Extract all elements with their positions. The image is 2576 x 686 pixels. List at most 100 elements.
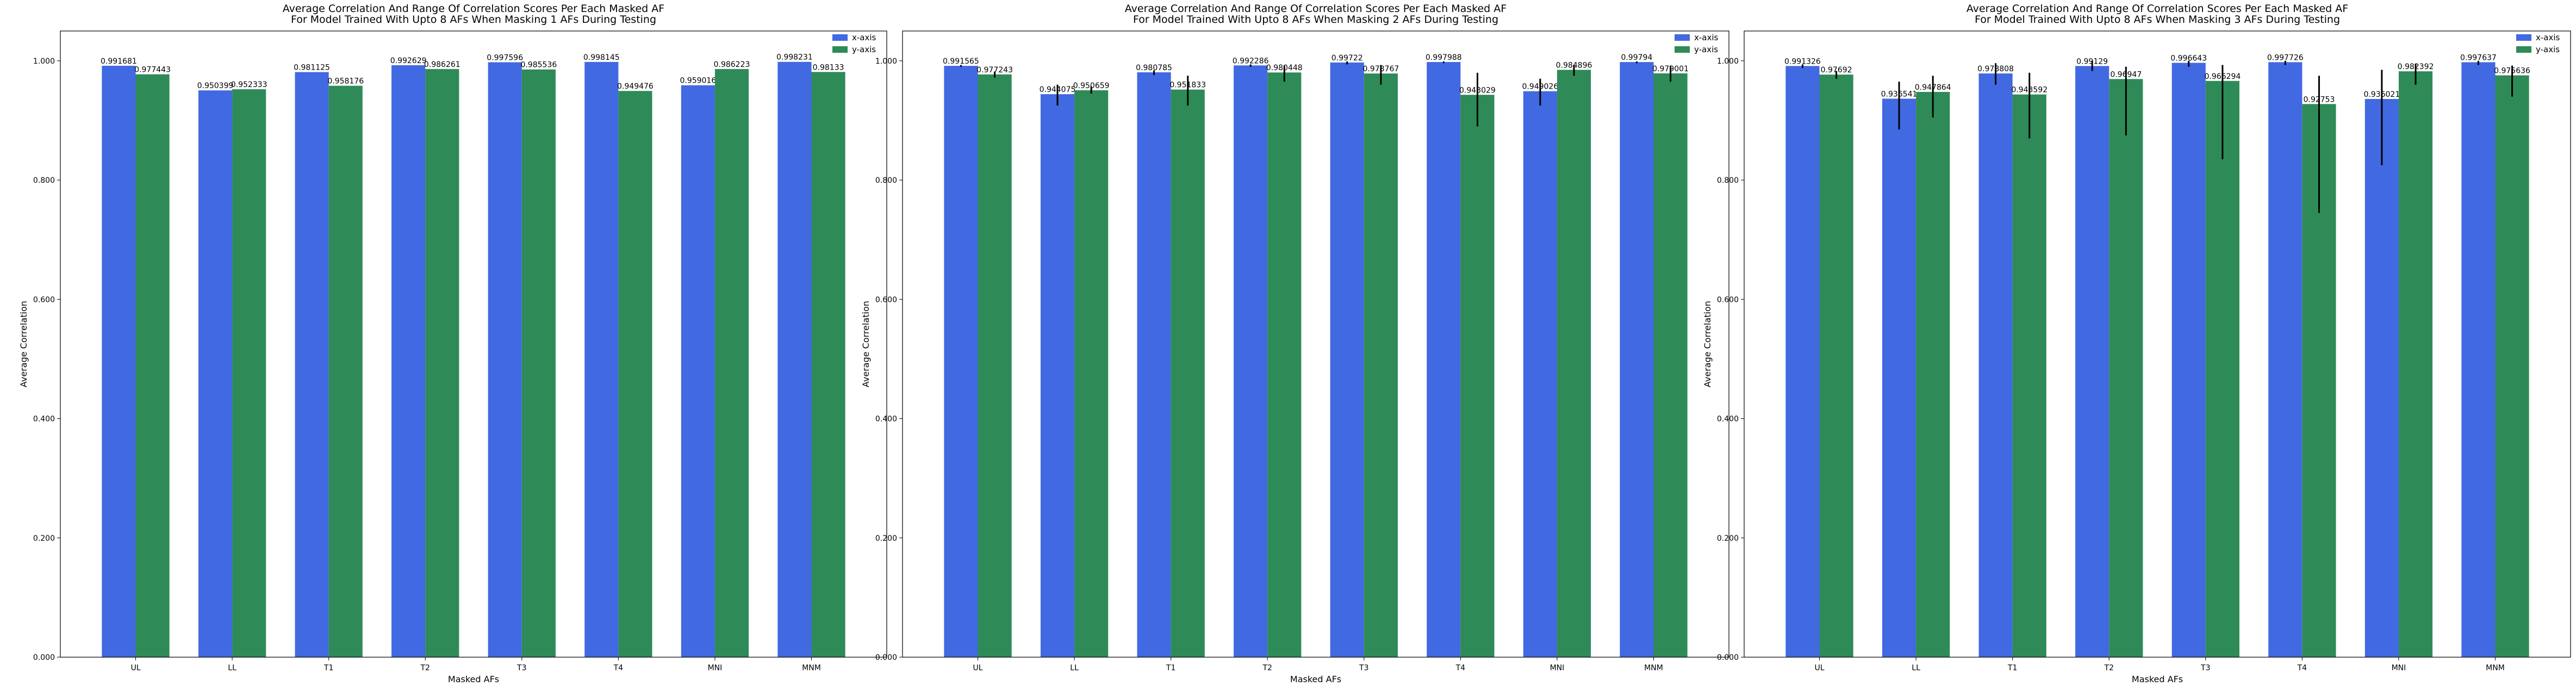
data-label-y-axis-UL: 0.977443 [134, 66, 171, 75]
bar-x-axis-MNM [1620, 62, 1654, 658]
x-tick-label: T1 [323, 664, 333, 672]
data-label-y-axis-T4: 0.943029 [1459, 86, 1496, 95]
bar-x-axis-T2 [391, 65, 426, 658]
data-label-y-axis-T2: 0.986261 [424, 60, 461, 69]
data-label-x-axis-T3: 0.99722 [1331, 54, 1363, 63]
x-tick-label: MNI [2392, 664, 2406, 672]
bar-y-axis-LL [1916, 91, 1950, 658]
data-label-y-axis-MNM: 0.98133 [813, 63, 844, 72]
x-tick-label: MNI [1550, 664, 1565, 672]
data-label-x-axis-T3: 0.996643 [2170, 54, 2207, 63]
x-tick-label: MNM [2486, 664, 2505, 672]
y-tick-label: 0.600 [1717, 295, 1739, 304]
bar-y-axis-T3 [521, 69, 556, 658]
data-label-x-axis-T2: 0.99129 [2076, 57, 2108, 66]
x-tick-label: MNI [708, 664, 723, 672]
legend-label-y-axis: y-axis [1694, 45, 1718, 54]
bar-y-axis-T1 [2012, 94, 2046, 657]
data-label-x-axis-T1: 0.980785 [1136, 64, 1172, 72]
x-tick-label: T2 [420, 664, 430, 672]
data-label-x-axis-T4: 0.997726 [2267, 53, 2304, 62]
y-tick-label: 0.000 [875, 653, 897, 662]
data-label-x-axis-UL: 0.991326 [1784, 57, 1821, 66]
bar-x-axis-T1 [295, 72, 329, 657]
legend-label-y-axis: y-axis [2536, 45, 2560, 54]
bar-x-axis-T1 [1137, 72, 1171, 658]
bar-y-axis-UL [135, 74, 170, 658]
x-tick-label: UL [130, 664, 140, 672]
chart-panel-2: Average Correlation And Range Of Correla… [861, 3, 1729, 684]
bar-x-axis-UL [944, 66, 978, 657]
data-label-y-axis-UL: 0.977243 [976, 66, 1013, 75]
y-tick-label: 0.800 [1717, 176, 1739, 185]
data-label-y-axis-T1: 0.958176 [327, 77, 364, 86]
y-tick-label: 0.600 [875, 295, 897, 304]
legend-swatch-y-axis [832, 46, 848, 53]
data-label-y-axis-UL: 0.97692 [1821, 66, 1852, 75]
y-tick-label: 0.200 [875, 534, 897, 543]
data-label-y-axis-T1: 0.943592 [2011, 86, 2048, 95]
x-axis-label: Masked AFs [448, 674, 499, 684]
bar-y-axis-MNI [2398, 71, 2433, 658]
x-tick-label: T1 [1166, 664, 1175, 672]
y-tick-label: 0.200 [1717, 534, 1739, 543]
y-tick-label: 0.400 [33, 415, 55, 424]
data-label-x-axis-MNM: 0.998231 [776, 53, 813, 62]
data-label-y-axis-T3: 0.985536 [520, 61, 557, 70]
legend-label-x-axis: x-axis [852, 33, 876, 42]
legend: x-axis y-axis [832, 33, 876, 54]
y-tick-label: 0.800 [875, 176, 897, 185]
bar-y-axis-T4 [618, 91, 652, 657]
y-axis-label: Average Correlation [861, 301, 871, 387]
legend-label-x-axis: x-axis [1694, 33, 1719, 42]
data-label-x-axis-T1: 0.978808 [1977, 65, 2014, 73]
x-tick-label: T4 [1455, 664, 1466, 672]
data-label-x-axis-T1: 0.981125 [294, 64, 330, 72]
chart-title-line-1: Average Correlation And Range Of Correla… [283, 3, 664, 15]
y-tick-label: 1.000 [875, 57, 897, 66]
bar-x-axis-MNM [777, 61, 812, 658]
legend: x-axis y-axis [2516, 33, 2560, 54]
legend-label-y-axis: y-axis [852, 45, 876, 54]
chart-title-line-2: For Model Trained With Upto 8 AFs When M… [291, 14, 656, 26]
legend-swatch-y-axis [1675, 46, 1690, 53]
data-label-x-axis-T3: 0.997596 [487, 53, 523, 62]
data-label-y-axis-MNI: 0.982392 [2398, 63, 2434, 71]
chart-panel-3: Average Correlation And Range Of Correla… [1702, 3, 2571, 684]
x-tick-label: LL [1912, 664, 1920, 672]
x-tick-label: T4 [2297, 664, 2307, 672]
data-label-x-axis-LL: 0.950399 [197, 82, 234, 90]
data-label-y-axis-T1: 0.951833 [1169, 81, 1206, 90]
legend-swatch-x-axis [2516, 34, 2531, 41]
data-label-y-axis-T4: 0.92753 [2303, 95, 2335, 104]
x-tick-label: UL [1814, 664, 1824, 672]
bar-y-axis-T4 [1460, 95, 1495, 657]
bar-x-axis-T4 [2268, 62, 2303, 658]
data-label-y-axis-LL: 0.952333 [231, 81, 267, 89]
chart-title-line-2: For Model Trained With Upto 8 AFs When M… [1975, 14, 2340, 26]
x-tick-label: T3 [1359, 664, 1368, 672]
bar-y-axis-T2 [2109, 79, 2143, 657]
bar-x-axis-T1 [1978, 73, 2013, 657]
bar-x-axis-T3 [2171, 63, 2206, 658]
bar-x-axis-MNM [2461, 62, 2496, 658]
bar-y-axis-T3 [1364, 73, 1398, 657]
bar-x-axis-MNI [681, 85, 715, 657]
bar-x-axis-T3 [488, 62, 522, 657]
chart-title-line-1: Average Correlation And Range Of Correla… [1125, 3, 1507, 15]
y-tick-label: 0.000 [1717, 653, 1739, 662]
bar-y-axis-T3 [2205, 81, 2239, 658]
bar-y-axis-T1 [1171, 89, 1205, 657]
legend-label-x-axis: x-axis [2536, 33, 2560, 42]
x-axis-label: Masked AFs [1290, 674, 1341, 684]
x-tick-label: T3 [517, 664, 526, 672]
y-tick-label: 0.800 [33, 176, 55, 185]
data-label-x-axis-T2: 0.992286 [1233, 57, 1269, 65]
data-label-y-axis-T3: 0.978767 [1362, 65, 1399, 73]
data-label-y-axis-LL: 0.950659 [1073, 82, 1110, 90]
bar-x-axis-T2 [1234, 65, 1268, 658]
data-label-x-axis-MNM: 0.997637 [2460, 53, 2497, 62]
legend-swatch-x-axis [832, 34, 848, 41]
y-axis-label: Average Correlation [18, 301, 29, 387]
